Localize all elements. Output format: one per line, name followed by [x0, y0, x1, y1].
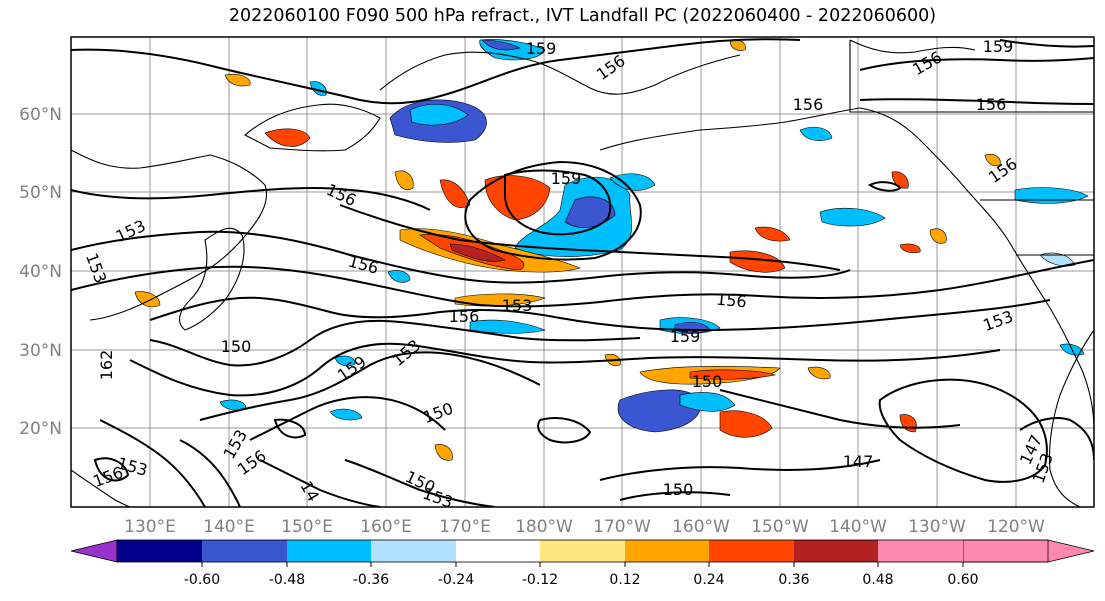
- colorbar-extend-low: [70, 539, 118, 563]
- colorbar: -0.60 -0.48 -0.36 -0.24 -0.12 0.12 0.24 …: [70, 539, 1095, 588]
- contour-label: 156: [715, 290, 747, 312]
- colorbar-tick-label: -0.48: [269, 572, 305, 588]
- contour-label: 156: [793, 95, 824, 114]
- lat-label: 20°N: [19, 419, 62, 439]
- lon-label: 170°W: [593, 517, 651, 537]
- lon-label: 140°W: [829, 517, 887, 537]
- colorbar-extend-high: [962, 539, 1095, 563]
- colorbar-tick-label: 0.60: [947, 572, 978, 588]
- contour-label: 156: [976, 95, 1007, 114]
- lon-label: 130°W: [908, 517, 966, 537]
- lon-label: 160°W: [672, 517, 730, 537]
- colorbar-segment: [878, 540, 963, 562]
- colorbar-segment: [540, 540, 625, 562]
- colorbar-tick-label: -0.60: [184, 572, 220, 588]
- contour-label: 156: [449, 307, 480, 326]
- colorbar-tick-label: 0.12: [609, 572, 640, 588]
- lon-label: 150°E: [281, 517, 333, 537]
- colorbar-tick-label: -0.24: [438, 572, 474, 588]
- colorbar-segment: [794, 540, 878, 562]
- lat-label: 60°N: [19, 105, 62, 125]
- contour-label: 162: [97, 350, 116, 381]
- colorbar-segment: [625, 540, 709, 562]
- lon-label: 180°W: [515, 517, 573, 537]
- contour-label: 159: [670, 327, 701, 346]
- lon-label: 170°E: [439, 517, 491, 537]
- contour-label: 147: [843, 452, 874, 471]
- contour-label: 150: [692, 372, 723, 391]
- contour-label: 150: [663, 480, 694, 499]
- colorbar-segment: [456, 540, 540, 562]
- lat-label: 50°N: [19, 183, 62, 203]
- map-title: 2022060100 F090 500 hPa refract., IVT La…: [228, 6, 937, 26]
- longitude-labels: 130°E 140°E 150°E 160°E 170°E 180°W 170°…: [124, 517, 1045, 537]
- colorbar-segment: [117, 540, 202, 562]
- colorbar-segment: [371, 540, 456, 562]
- colorbar-tick-label: 0.24: [693, 572, 724, 588]
- contour-label: 159: [983, 37, 1014, 56]
- contour-label: 159: [526, 39, 557, 58]
- colorbar-outline: [116, 539, 1049, 563]
- lon-label: 150°W: [751, 517, 809, 537]
- colorbar-segment: [202, 540, 287, 562]
- colorbar-tick-label: 0.48: [862, 572, 893, 588]
- colorbar-ticks: [201, 562, 964, 567]
- height-contours: [71, 38, 1094, 507]
- lat-label: 30°N: [19, 341, 62, 361]
- lon-label: 120°W: [987, 517, 1045, 537]
- map-frame: [71, 37, 1094, 507]
- colorbar-tick-label: -0.12: [522, 572, 558, 588]
- latitude-labels: 60°N 50°N 40°N 30°N 20°N: [19, 105, 62, 439]
- contour-label: 150: [221, 337, 252, 356]
- contour-label: 153: [502, 296, 533, 315]
- lon-label: 140°E: [203, 517, 255, 537]
- gridlines: [71, 37, 1094, 507]
- contour-label: 159: [551, 169, 582, 188]
- lon-label: 160°E: [360, 517, 412, 537]
- lat-label: 40°N: [19, 262, 62, 282]
- colorbar-segment: [709, 540, 794, 562]
- colorbar-segment: [287, 540, 371, 562]
- anomaly-shading: [134, 39, 1089, 461]
- colorbar-tick-label: -0.36: [353, 572, 389, 588]
- coastlines: [71, 39, 1094, 507]
- lon-label: 130°E: [124, 517, 176, 537]
- colorbar-tick-label: 0.36: [778, 572, 809, 588]
- map-border: [70, 36, 1095, 508]
